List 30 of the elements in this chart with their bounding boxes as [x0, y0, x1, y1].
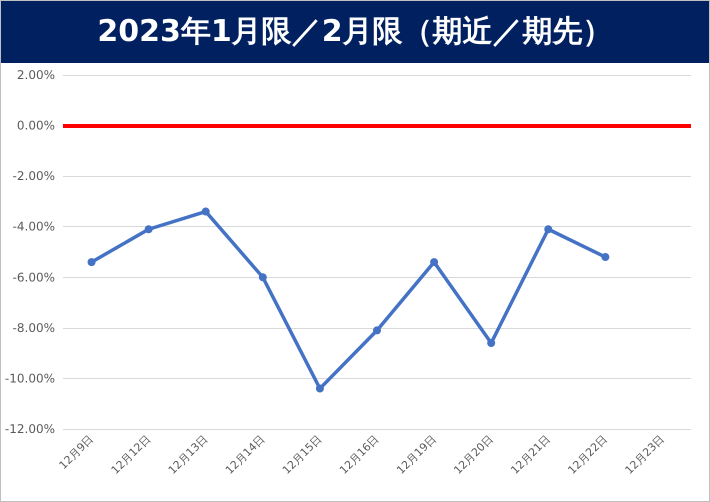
point: [373, 326, 381, 334]
point: [316, 384, 324, 393]
point: [258, 273, 267, 282]
x-tick-label: 12月16日: [337, 432, 382, 477]
x-tick-label: 12月20日: [451, 432, 496, 477]
x-tick-label: 12月9日: [56, 432, 96, 472]
point: [430, 258, 438, 266]
x-tick-label: 12月14日: [222, 432, 268, 477]
chart-title: 2023年1月限／2月限（期近／期先）: [1, 1, 709, 63]
y-tick-label: -8.00%: [12, 320, 55, 335]
x-tick-label: 12月12日: [108, 432, 154, 477]
point: [544, 225, 552, 234]
y-tick-label: -2.00%: [12, 169, 55, 184]
x-tick-label: 12月23日: [622, 432, 668, 477]
y-tick-label: -6.00%: [12, 270, 55, 284]
point: [144, 225, 153, 234]
y-tick-label: -12.00%: [4, 422, 55, 436]
x-tick-label: 12月15日: [280, 432, 325, 477]
point: [487, 339, 496, 348]
point: [601, 253, 610, 262]
point: [88, 258, 96, 266]
point: [202, 208, 210, 216]
x-tick-label: 12月13日: [166, 432, 210, 477]
y-tick-label: 2.00%: [16, 68, 55, 82]
y-tick-label: 0.00%: [16, 118, 55, 133]
x-tick-label: 12月22日: [565, 432, 610, 477]
x-tick-label: 12月21日: [508, 432, 553, 477]
x-tick-label: 12月19日: [394, 432, 439, 477]
y-tick-label: -10.00%: [4, 371, 55, 386]
y-tick-label: -4.00%: [12, 220, 55, 234]
